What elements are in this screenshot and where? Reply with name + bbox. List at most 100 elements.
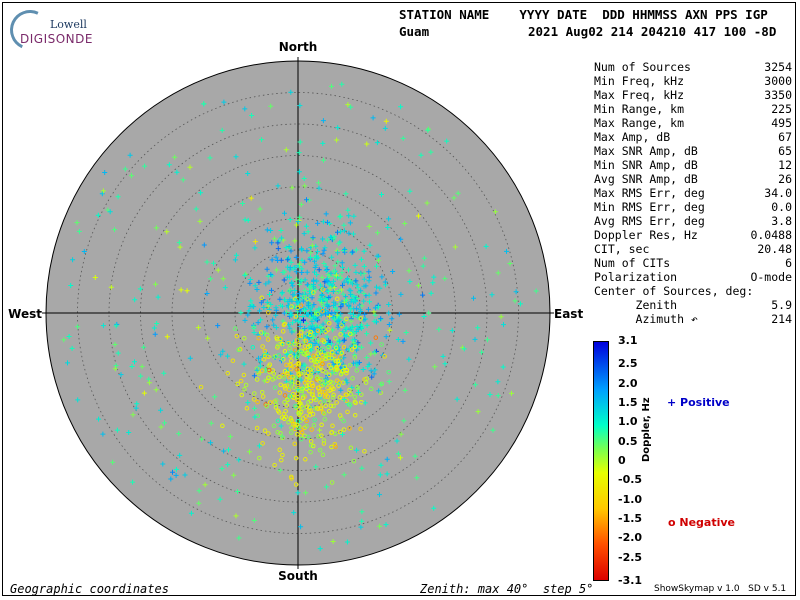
source-point-positive [442, 361, 448, 367]
source-point-positive [264, 227, 270, 233]
source-point-positive [343, 377, 349, 383]
source-point-negative [275, 418, 281, 424]
source-point-positive [359, 465, 365, 471]
source-point-positive [359, 518, 365, 524]
source-point-positive [302, 287, 308, 293]
source-point-positive [359, 344, 365, 350]
source-point-negative [345, 409, 350, 415]
source-point-positive [324, 334, 330, 340]
source-point-negative [250, 345, 256, 350]
source-point-positive [252, 405, 257, 411]
stat-value: 225 [771, 102, 792, 116]
source-point-positive [164, 229, 170, 235]
source-point-positive [366, 269, 372, 275]
source-point-positive [245, 312, 251, 318]
source-point-positive [319, 275, 325, 280]
colorbar-tick-label: 0 [618, 454, 626, 467]
source-point-positive [95, 212, 101, 218]
source-point-positive [341, 299, 347, 305]
source-point-positive [452, 244, 458, 250]
source-point-positive [282, 269, 288, 275]
source-point-negative [259, 368, 265, 373]
stat-value: 0.0 [771, 200, 792, 214]
source-point-positive [287, 379, 293, 385]
source-point-positive [303, 320, 309, 326]
source-point-positive [329, 254, 335, 260]
source-point-negative [320, 382, 326, 388]
source-point-positive [338, 311, 344, 317]
source-point-positive [277, 296, 283, 302]
source-point-negative [294, 338, 300, 343]
source-point-negative [305, 331, 310, 337]
source-point-positive [461, 346, 467, 352]
source-point-positive [335, 344, 341, 350]
source-point-positive [146, 380, 152, 386]
source-point-positive [258, 317, 264, 323]
source-point-positive [99, 191, 105, 197]
stat-row: Center of Sources, deg: [594, 284, 792, 298]
source-point-positive [295, 318, 301, 324]
source-point-negative [353, 400, 358, 406]
doppler-colorbar [593, 341, 609, 581]
source-point-positive [288, 349, 294, 355]
source-point-positive [449, 328, 455, 334]
source-point-positive [455, 190, 461, 196]
source-point-positive [472, 382, 478, 388]
source-point-negative [318, 364, 323, 370]
source-point-positive [342, 246, 348, 252]
source-point-positive [107, 209, 113, 215]
source-point-positive [288, 248, 294, 254]
source-point-negative [298, 418, 303, 424]
source-point-positive [412, 453, 418, 459]
source-point-negative [311, 290, 316, 295]
source-point-negative [304, 423, 309, 429]
stat-value: 0.0488 [750, 228, 792, 242]
stat-value: 3350 [764, 88, 792, 102]
source-point-positive [199, 436, 205, 442]
colorbar-tick-label: -3.1 [618, 574, 643, 587]
source-point-positive [299, 278, 305, 283]
source-point-negative [292, 342, 297, 347]
source-point-positive [293, 254, 299, 260]
source-point-positive [307, 284, 312, 290]
source-point-negative [234, 333, 240, 339]
source-point-negative [293, 403, 298, 409]
source-point-positive [379, 192, 384, 197]
source-point-positive [416, 283, 421, 289]
source-point-positive [335, 259, 341, 265]
source-point-positive [282, 210, 287, 216]
source-point-negative [313, 406, 318, 411]
source-point-positive [353, 247, 359, 253]
source-point-positive [304, 248, 310, 254]
source-point-negative [310, 383, 316, 388]
source-point-negative [298, 303, 304, 308]
source-point-positive [333, 272, 339, 278]
source-point-positive [352, 262, 358, 268]
source-point-negative [329, 355, 335, 361]
source-point-positive [374, 140, 380, 146]
source-point-positive [348, 318, 354, 324]
source-point-positive [220, 276, 226, 282]
source-point-negative [313, 359, 318, 365]
source-point-positive [350, 249, 356, 255]
source-point-negative [266, 375, 271, 381]
source-point-positive [295, 387, 301, 393]
source-point-positive [402, 387, 408, 393]
source-point-positive [372, 305, 378, 311]
source-point-positive [219, 127, 225, 133]
source-point-negative [304, 386, 309, 392]
source-point-positive [70, 257, 76, 263]
source-point-positive [348, 292, 354, 298]
source-point-positive [65, 360, 70, 366]
source-point-negative [225, 371, 230, 376]
source-point-positive [353, 278, 359, 284]
source-point-positive [279, 433, 285, 439]
source-point-negative [351, 458, 357, 464]
source-point-negative [331, 392, 336, 398]
source-point-positive [271, 322, 277, 328]
source-point-positive [421, 314, 427, 319]
source-point-positive [314, 272, 320, 278]
source-point-positive [275, 258, 281, 263]
colorbar-tick-label: 1.0 [618, 415, 638, 429]
source-point-positive [292, 238, 298, 244]
